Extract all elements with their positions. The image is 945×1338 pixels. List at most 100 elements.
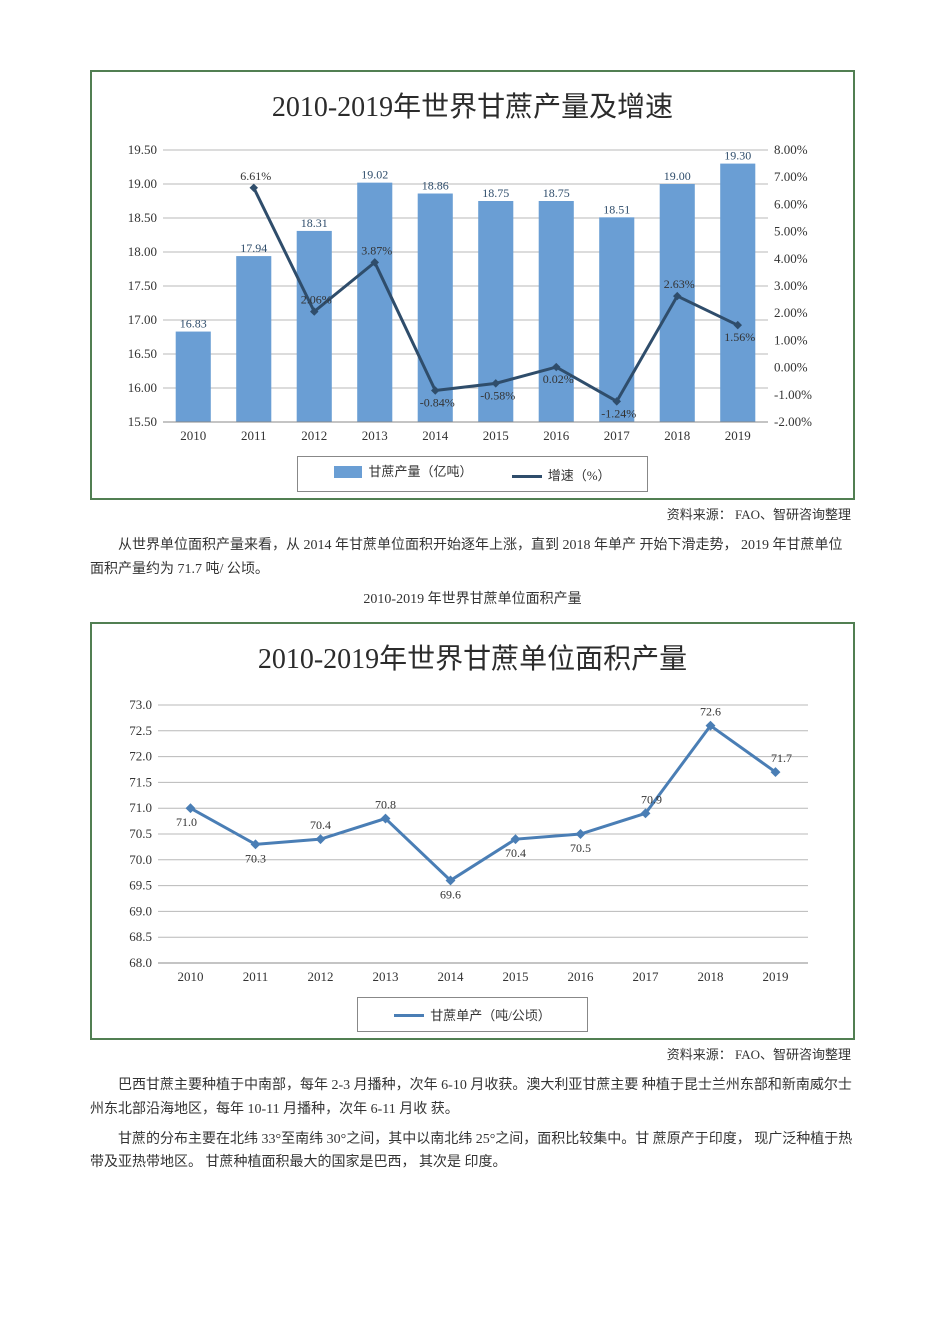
chart1-source: 资料来源： FAO、智研咨询整理 xyxy=(90,504,851,526)
svg-text:18.51: 18.51 xyxy=(603,202,630,216)
svg-text:2015: 2015 xyxy=(483,428,509,443)
svg-text:18.31: 18.31 xyxy=(301,216,328,230)
svg-text:0.02%: 0.02% xyxy=(543,372,574,386)
svg-text:69.0: 69.0 xyxy=(129,904,152,919)
svg-text:2015: 2015 xyxy=(503,969,529,984)
svg-text:2017: 2017 xyxy=(604,428,631,443)
svg-text:1.00%: 1.00% xyxy=(774,332,808,347)
svg-text:19.50: 19.50 xyxy=(128,142,157,157)
svg-text:2012: 2012 xyxy=(301,428,327,443)
chart2-plot: 68.068.569.069.570.070.571.071.572.072.5… xyxy=(108,691,828,991)
svg-text:70.5: 70.5 xyxy=(129,826,152,841)
source-label: 资料来源： xyxy=(667,507,732,522)
svg-text:72.0: 72.0 xyxy=(129,749,152,764)
svg-text:17.94: 17.94 xyxy=(240,241,267,255)
svg-text:-1.24%: -1.24% xyxy=(601,406,636,420)
chart2-container: 2010-2019年世界甘蔗单位面积产量 68.0 68.5 69.0 69.5 70.… xyxy=(90,622,855,1040)
chart1-legend-line: 增速（%） xyxy=(512,465,611,487)
source-value-2: FAO、智研咨询整理 xyxy=(735,1047,851,1062)
svg-text:70.9: 70.9 xyxy=(641,793,662,807)
svg-text:2012: 2012 xyxy=(308,969,334,984)
chart1-legend-bars: 甘蔗产量（亿吨） xyxy=(334,461,472,483)
source-value: FAO、智研咨询整理 xyxy=(735,507,851,522)
svg-text:2019: 2019 xyxy=(763,969,789,984)
svg-text:70.8: 70.8 xyxy=(375,798,396,812)
svg-text:8.00%: 8.00% xyxy=(774,142,808,157)
legend-line-label: 增速（%） xyxy=(548,465,611,487)
svg-text:70.4: 70.4 xyxy=(505,846,526,860)
chart2-legend: 甘蔗单产（吨/公顷） xyxy=(357,997,588,1032)
svg-text:6.61%: 6.61% xyxy=(240,168,271,182)
svg-text:2016: 2016 xyxy=(543,428,570,443)
svg-text:18.00: 18.00 xyxy=(128,244,157,259)
svg-text:2017: 2017 xyxy=(633,969,660,984)
source-label-2: 资料来源： xyxy=(667,1047,732,1062)
svg-text:2014: 2014 xyxy=(438,969,465,984)
paragraph-1: 从世界单位面积产量来看，从 2014 年甘蔗单位面积开始逐年上涨，直到 2018… xyxy=(90,534,855,582)
chart1-plot: 15.50 16.00 16.50 17.00 17.50 18.00 18.50 19.00… xyxy=(108,140,828,450)
svg-text:2.63%: 2.63% xyxy=(664,277,695,291)
svg-text:-2.00%: -2.00% xyxy=(774,414,812,429)
svg-text:70.4: 70.4 xyxy=(310,818,331,832)
legend-line-swatch xyxy=(512,475,542,478)
svg-text:70.3: 70.3 xyxy=(245,852,266,866)
chart2-legend-line: 甘蔗单产（吨/公顷） xyxy=(394,1005,551,1027)
svg-text:0.00%: 0.00% xyxy=(774,359,808,374)
svg-text:15.50: 15.50 xyxy=(128,414,157,429)
svg-text:16.50: 16.50 xyxy=(128,346,157,361)
svg-text:19.30: 19.30 xyxy=(724,148,751,162)
svg-text:73.0: 73.0 xyxy=(129,697,152,712)
svg-text:18.86: 18.86 xyxy=(422,178,449,192)
legend-line2-label: 甘蔗单产（吨/公顷） xyxy=(430,1005,551,1027)
svg-text:70.5: 70.5 xyxy=(570,841,591,855)
svg-text:1.56%: 1.56% xyxy=(724,330,755,344)
chart2-title: 2010-2019年世界甘蔗单位面积产量 xyxy=(108,636,837,684)
svg-text:2011: 2011 xyxy=(241,428,267,443)
svg-text:70.0: 70.0 xyxy=(129,852,152,867)
svg-text:71.0: 71.0 xyxy=(129,800,152,815)
svg-text:-0.58%: -0.58% xyxy=(480,388,515,402)
svg-text:2013: 2013 xyxy=(373,969,399,984)
svg-text:2010: 2010 xyxy=(180,428,206,443)
chart2-caption: 2010-2019 年世界甘蔗单位面积产量 xyxy=(90,588,855,612)
svg-text:69.5: 69.5 xyxy=(129,878,152,893)
svg-text:71.0: 71.0 xyxy=(176,815,197,829)
chart2-source: 资料来源： FAO、智研咨询整理 xyxy=(90,1044,851,1066)
svg-text:2010: 2010 xyxy=(178,969,204,984)
svg-text:2019: 2019 xyxy=(725,428,751,443)
chart1-legend: 甘蔗产量（亿吨） 增速（%） xyxy=(297,456,647,493)
chart1-title: 2010-2019年世界甘蔗产量及增速 xyxy=(108,84,837,132)
svg-text:19.00: 19.00 xyxy=(664,169,691,183)
svg-text:18.75: 18.75 xyxy=(482,186,509,200)
svg-text:3.87%: 3.87% xyxy=(361,243,392,257)
svg-text:2.00%: 2.00% xyxy=(774,305,808,320)
svg-text:2013: 2013 xyxy=(362,428,388,443)
svg-text:2016: 2016 xyxy=(568,969,595,984)
svg-text:68.5: 68.5 xyxy=(129,929,152,944)
svg-text:16.00: 16.00 xyxy=(128,380,157,395)
legend-bar-swatch xyxy=(334,466,362,478)
svg-text:71.7: 71.7 xyxy=(771,751,792,765)
svg-text:72.6: 72.6 xyxy=(700,705,721,719)
svg-text:19.00: 19.00 xyxy=(128,176,157,191)
legend-line2-swatch xyxy=(394,1014,424,1017)
svg-text:16.83: 16.83 xyxy=(180,316,207,330)
svg-text:17.00: 17.00 xyxy=(128,312,157,327)
svg-text:68.0: 68.0 xyxy=(129,955,152,970)
svg-text:6.00%: 6.00% xyxy=(774,196,808,211)
chart1-container: 2010-2019年世界甘蔗产量及增速 15.50 16.00 16.50 17.00… xyxy=(90,70,855,500)
svg-text:72.5: 72.5 xyxy=(129,723,152,738)
svg-text:18.75: 18.75 xyxy=(543,186,570,200)
svg-text:69.6: 69.6 xyxy=(440,888,461,902)
paragraph-2: 巴西甘蔗主要种植于中南部，每年 2-3 月播种，次年 6-10 月收获。澳大利亚… xyxy=(90,1074,855,1122)
svg-text:3.00%: 3.00% xyxy=(774,278,808,293)
svg-text:2018: 2018 xyxy=(664,428,690,443)
svg-text:7.00%: 7.00% xyxy=(774,169,808,184)
svg-text:4.00%: 4.00% xyxy=(774,250,808,265)
legend-bar-label: 甘蔗产量（亿吨） xyxy=(368,461,472,483)
svg-text:18.50: 18.50 xyxy=(128,210,157,225)
svg-text:2014: 2014 xyxy=(422,428,449,443)
svg-text:2018: 2018 xyxy=(698,969,724,984)
svg-text:-1.00%: -1.00% xyxy=(774,386,812,401)
svg-text:17.50: 17.50 xyxy=(128,278,157,293)
